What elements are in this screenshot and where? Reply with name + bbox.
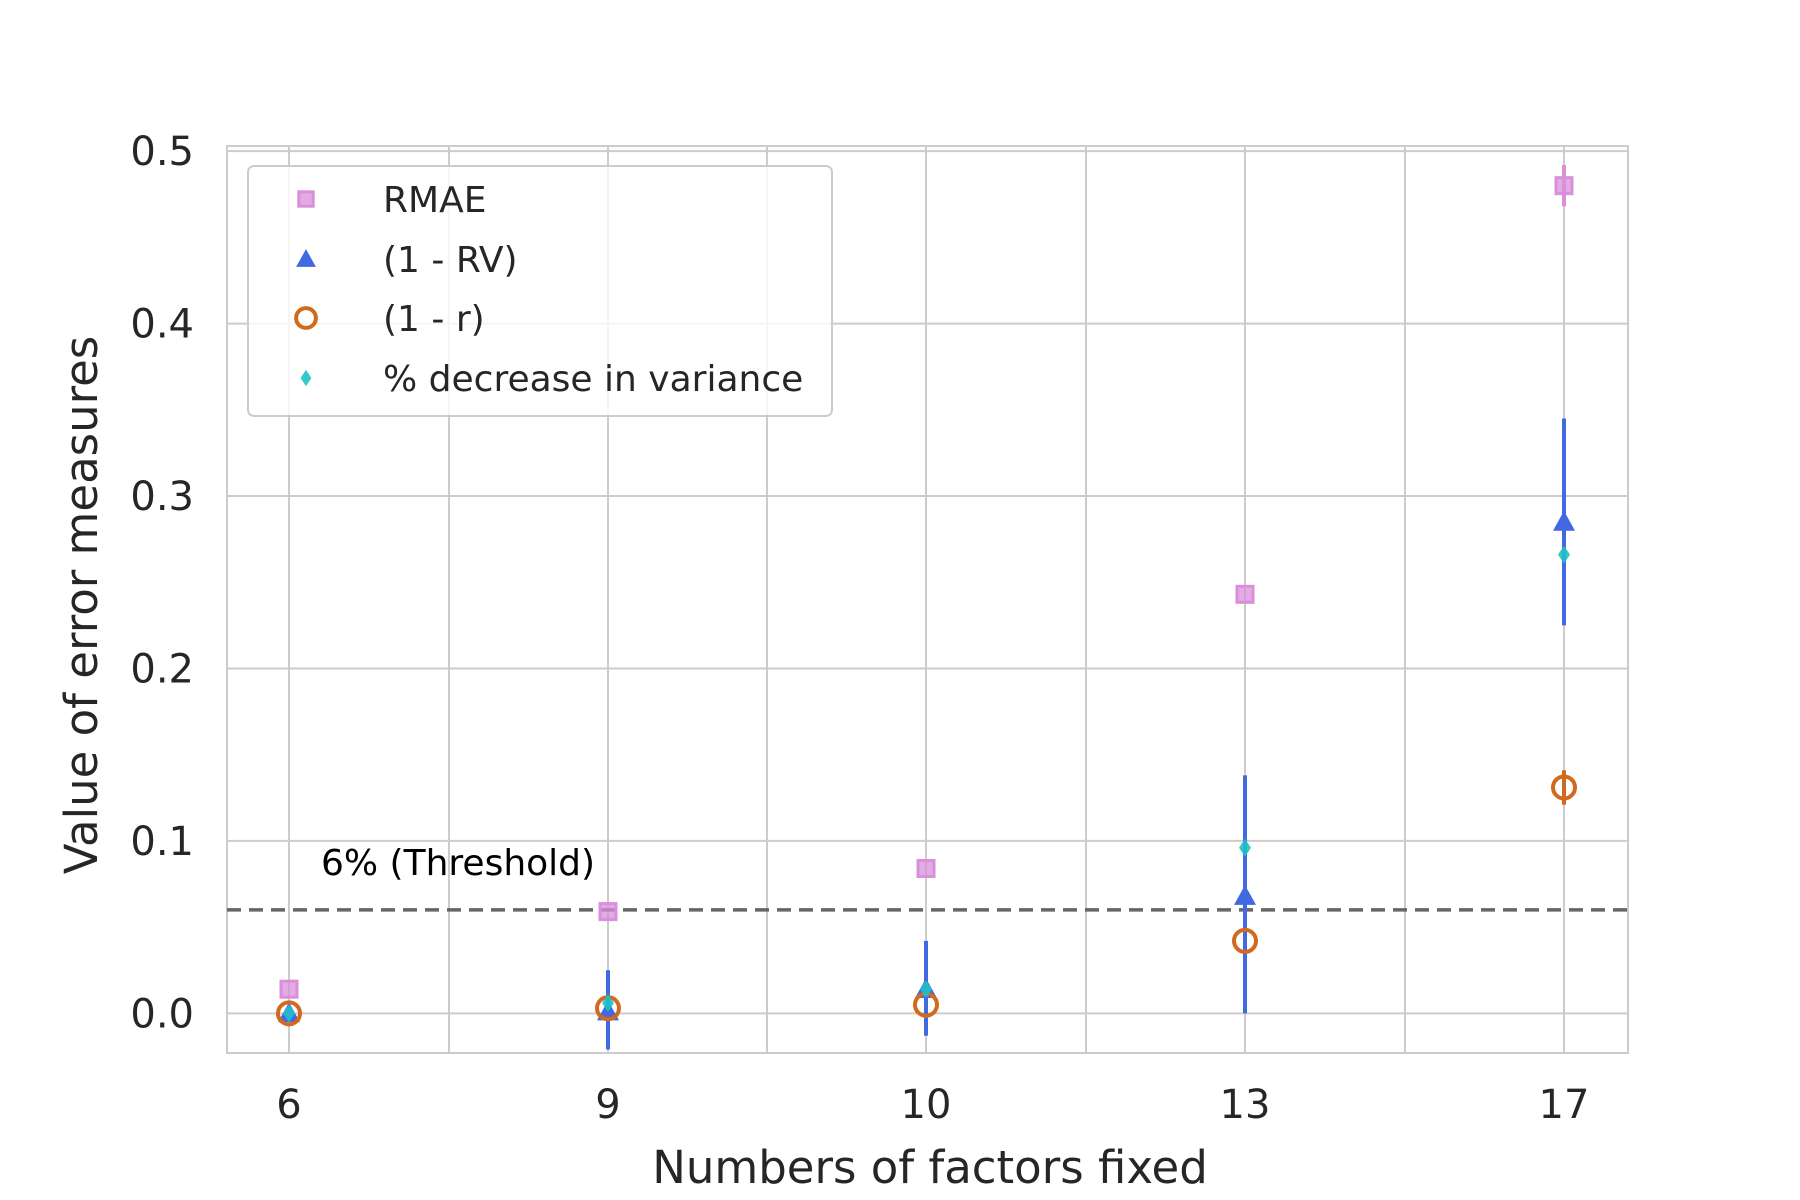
legend-label: RMAE	[383, 180, 486, 221]
point-rmae	[598, 902, 618, 922]
point-decrease-in-variance	[920, 980, 932, 999]
y-axis-title: Value of error measures	[55, 336, 108, 875]
threshold: 6% (Threshold)	[227, 843, 1628, 912]
x-axis-title: Numbers of factors fixed	[652, 1141, 1208, 1194]
point-1-r	[276, 1000, 302, 1027]
tick-labels: 6 9 10 13 17 0.0 0.1 0.2 0.3 0.4 0.5	[130, 129, 1589, 1128]
threshold-label: 6% (Threshold)	[321, 843, 595, 884]
x-tick-label: 6	[276, 1082, 301, 1128]
plot-frame	[226, 145, 1629, 1054]
point-decrease-in-variance	[1239, 838, 1251, 857]
x-tick-label: 9	[595, 1082, 620, 1128]
legend-box	[247, 165, 833, 417]
y-tick-label: 0.0	[130, 991, 194, 1037]
point-rmae	[279, 979, 299, 999]
point-rmae	[1554, 176, 1574, 196]
point-rmae	[916, 858, 936, 878]
point-1-rv	[1553, 510, 1575, 531]
legend-marker	[297, 190, 315, 208]
point-1-rv	[1234, 885, 1256, 905]
point-decrease-in-variance	[602, 993, 614, 1012]
point-1-r	[1551, 774, 1577, 801]
point-decrease-in-variance	[1558, 545, 1570, 564]
legend-label: % decrease in variance	[383, 359, 803, 400]
x-tick-label: 17	[1539, 1082, 1590, 1128]
y-tick-label: 0.4	[130, 302, 194, 348]
x-tick-label: 10	[901, 1082, 952, 1128]
legend-label: (1 - RV)	[383, 240, 518, 281]
legend-label: (1 - r)	[383, 299, 485, 340]
y-tick-label: 0.1	[130, 819, 194, 865]
point-1-r	[1232, 927, 1258, 954]
legend: RMAE (1 - RV) (1 - r) % decrease in varianc…	[247, 165, 833, 417]
y-tick-label: 0.2	[130, 646, 194, 692]
y-tick-label: 0.3	[130, 474, 194, 520]
point-rmae	[1235, 584, 1255, 604]
legend-marker	[300, 369, 312, 387]
data-markers	[276, 176, 1577, 1027]
legend-marker	[294, 306, 318, 330]
x-tick-label: 13	[1220, 1082, 1271, 1128]
point-decrease-in-variance	[283, 1004, 295, 1023]
y-tick-label: 0.5	[130, 129, 194, 175]
legend-marker	[296, 249, 316, 267]
